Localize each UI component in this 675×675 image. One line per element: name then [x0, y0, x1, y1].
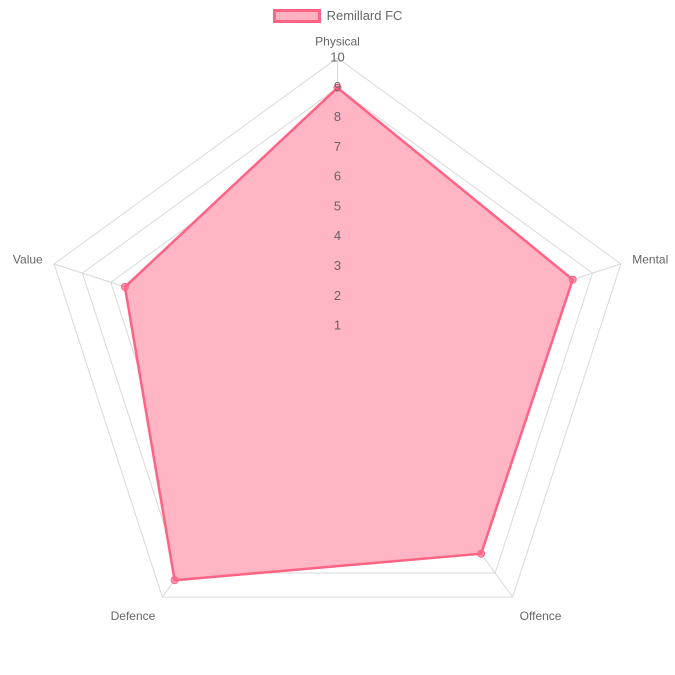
- tick-layer: 1 2 3 4 5 6 7 8 9 10: [330, 49, 344, 332]
- data-point[interactable]: [568, 275, 577, 284]
- axis-label: Value: [13, 252, 43, 266]
- tick-label: 1: [334, 318, 341, 333]
- axis-label: Mental: [632, 252, 668, 266]
- axis-label-layer: Physical Mental Offence Defence Value: [13, 34, 668, 623]
- tick-label: 7: [334, 139, 341, 154]
- tick-label: 8: [334, 109, 341, 124]
- tick-label: 9: [334, 79, 341, 94]
- data-point[interactable]: [333, 83, 342, 92]
- data-point[interactable]: [477, 549, 486, 558]
- tick-label: 10: [330, 49, 344, 64]
- data-point[interactable]: [120, 282, 129, 291]
- legend-label[interactable]: Remillard FC: [326, 8, 403, 23]
- legend-swatch[interactable]: [272, 8, 321, 23]
- tick-label: 5: [334, 198, 341, 213]
- tick-label: 4: [334, 228, 341, 243]
- grid-ring: [81, 87, 594, 574]
- tick-label: 6: [334, 169, 341, 184]
- tick-label: 3: [334, 258, 341, 273]
- tick-label: 2: [334, 288, 341, 303]
- grid-ring: [53, 57, 622, 598]
- axis-label: Offence: [520, 609, 562, 623]
- chart-legend[interactable]: Remillard FC: [0, 8, 675, 23]
- axis-label: Physical: [315, 34, 360, 48]
- data-point[interactable]: [170, 576, 179, 585]
- axis-label: Defence: [111, 609, 156, 623]
- data-layer: [120, 83, 577, 585]
- series-area[interactable]: [123, 86, 574, 582]
